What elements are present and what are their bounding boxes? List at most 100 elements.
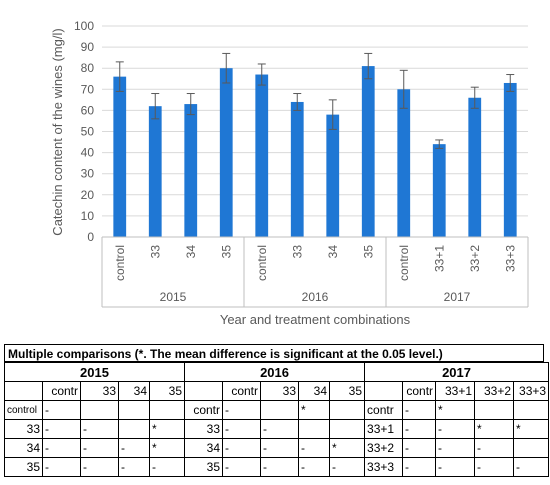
comparisons-table: 2015 2016 2017 contr 33 34 35 contr 33 34 35 contr 3… (3, 362, 550, 477)
bar (326, 114, 340, 237)
bar (432, 144, 446, 237)
column-header: contr (402, 381, 437, 401)
column-header-row: contr 33 34 35 contr 33 34 35 contr 33+1 33+2 33+3 (4, 381, 550, 401)
comparison-cell: - (80, 438, 119, 458)
column-header: 33+3 (513, 381, 550, 401)
x-axis-category-labels: control 33 34 35 control 33 34 35 control 33+1 33+… (113, 245, 518, 281)
x-category-label: control (255, 245, 269, 281)
comparison-cell (80, 400, 119, 420)
x-category-label: control (397, 245, 411, 281)
table-row: control - contr - * contr - * (4, 400, 550, 420)
row-label: control (4, 400, 43, 420)
comparison-cell (513, 438, 550, 458)
y-tick-label: 70 (81, 82, 95, 96)
comparison-cell: * (329, 438, 366, 458)
y-tick-label: 40 (81, 146, 95, 160)
comparison-cell (329, 419, 366, 439)
comparison-cell: - (402, 419, 437, 439)
bar (397, 89, 411, 237)
x-axis-lines (101, 236, 529, 308)
x-category-label: 35 (361, 245, 375, 259)
x-category-label: control (113, 245, 127, 281)
row-label: 33 (4, 419, 43, 439)
column-header: 35 (148, 381, 186, 401)
comparison-cell: - (402, 400, 437, 420)
row-label: 35 (184, 457, 224, 477)
comparison-cell: - (260, 438, 300, 458)
x-category-label: 33+3 (503, 245, 517, 272)
bar (113, 76, 127, 237)
comparison-cell: - (222, 419, 262, 439)
corner-cell (4, 381, 43, 401)
x-category-label: 33+2 (468, 245, 482, 272)
y-tick-label: 100 (74, 19, 94, 33)
bar (503, 82, 517, 237)
x-category-label: 34 (326, 245, 340, 259)
y-tick-label: 0 (87, 230, 94, 244)
bar (290, 101, 304, 238)
y-tick-label: 80 (81, 61, 95, 75)
comparison-cell (329, 400, 366, 420)
table-row: 33- - * 33- -33+1- - * * (4, 419, 550, 439)
comparison-cell: - (80, 457, 119, 477)
comparison-cell: - (42, 457, 81, 477)
x-category-label: 35 (219, 245, 233, 259)
x-category-label: 33 (290, 245, 304, 259)
comparison-cell: - (222, 400, 262, 420)
comparison-cell: * (298, 400, 331, 420)
y-tick-label: 90 (81, 40, 95, 54)
x-category-label: 33+1 (432, 245, 446, 272)
year-header: 2017 (364, 362, 550, 382)
row-label: 33+3 (364, 457, 404, 477)
bar (184, 104, 198, 237)
bar (255, 74, 269, 237)
comparison-cell: - (298, 457, 331, 477)
comparison-cell: - (260, 419, 300, 439)
comparison-cell: - (80, 419, 119, 439)
x-year-label: 2015 (160, 290, 187, 304)
bar (468, 97, 482, 238)
year-header-row: 2015 2016 2017 (3, 362, 550, 382)
comparison-cell: * (474, 419, 515, 439)
comparison-cell: * (148, 419, 186, 439)
x-category-label: 34 (184, 245, 198, 259)
comparison-cell: - (474, 457, 515, 477)
x-category-label: 33 (148, 245, 162, 259)
comparison-cell: * (435, 400, 476, 420)
comparison-cell: - (42, 419, 81, 439)
comparison-cell: - (474, 438, 515, 458)
comparison-cell: - (513, 457, 550, 477)
year-header: 2016 (184, 362, 366, 382)
x-axis-title: Year and treatment combinations (220, 312, 411, 327)
comparison-cell (118, 400, 150, 420)
comparison-cell (118, 419, 150, 439)
column-header: 33 (260, 381, 300, 401)
year-header: 2015 (3, 362, 186, 382)
row-label: 34 (4, 438, 43, 458)
row-label: 33 (184, 419, 224, 439)
comparison-cell: - (435, 419, 476, 439)
comparison-cell (474, 400, 515, 420)
y-tick-label: 10 (81, 209, 95, 223)
row-label: 35 (4, 457, 43, 477)
comparison-cell: - (435, 438, 476, 458)
x-axis-year-labels: 2015 2016 2017 (160, 290, 471, 304)
row-label: contr (364, 400, 404, 420)
bar (361, 66, 375, 237)
row-label: 34 (184, 438, 224, 458)
column-header: 33+1 (435, 381, 476, 401)
comparison-cell (298, 419, 331, 439)
column-header: contr (222, 381, 262, 401)
comparison-cell (260, 400, 300, 420)
x-year-label: 2016 (302, 290, 329, 304)
bar (219, 68, 233, 237)
bars (113, 66, 517, 238)
y-axis-title: Catechin content of the wines (mg/l) (50, 28, 65, 235)
column-header: 34 (118, 381, 150, 401)
y-axis-ticks: 0 10 20 30 40 50 60 70 80 90 100 (74, 19, 94, 244)
corner-cell (364, 381, 404, 401)
y-tick-label: 50 (81, 125, 95, 139)
comparison-cell: - (435, 457, 476, 477)
table-row: 35- - - -35- - - -33+3- - - - (4, 457, 550, 477)
